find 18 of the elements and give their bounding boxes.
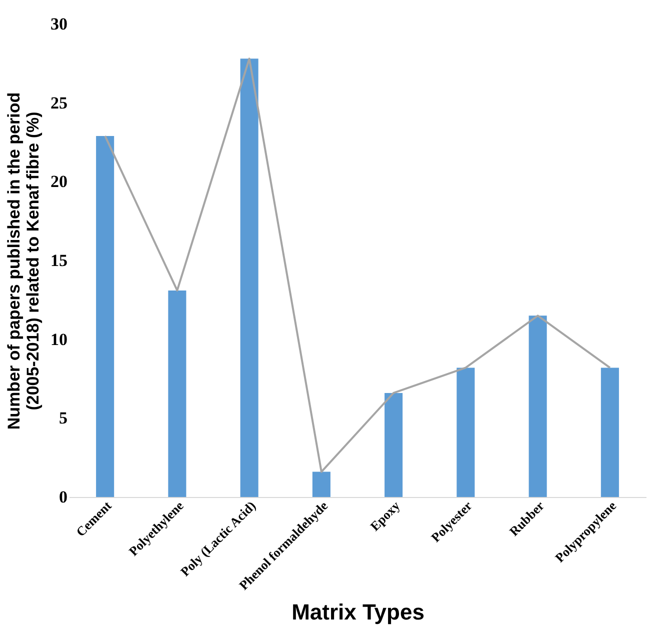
y-tick-label: 10 xyxy=(50,330,68,349)
y-tick-label: 15 xyxy=(50,251,68,270)
bar xyxy=(168,290,186,497)
bar xyxy=(312,472,330,497)
bar xyxy=(528,316,547,497)
bar xyxy=(456,368,475,497)
y-tick-label: 5 xyxy=(59,408,68,428)
line-series xyxy=(104,58,611,473)
x-axis-title: Matrix Types xyxy=(292,600,424,625)
y-tick-label: 0 xyxy=(59,488,68,506)
bar xyxy=(240,58,258,497)
bar xyxy=(96,136,114,497)
y-tick-label: 20 xyxy=(50,172,68,192)
bar xyxy=(600,368,619,497)
y-tick-label: 25 xyxy=(50,93,68,112)
bar xyxy=(384,392,403,497)
y-axis-title: Number of papers published in the period (2005-2018) related to Kenaf fibre (%) xyxy=(4,92,42,430)
y-tick-label: 30 xyxy=(50,14,68,34)
